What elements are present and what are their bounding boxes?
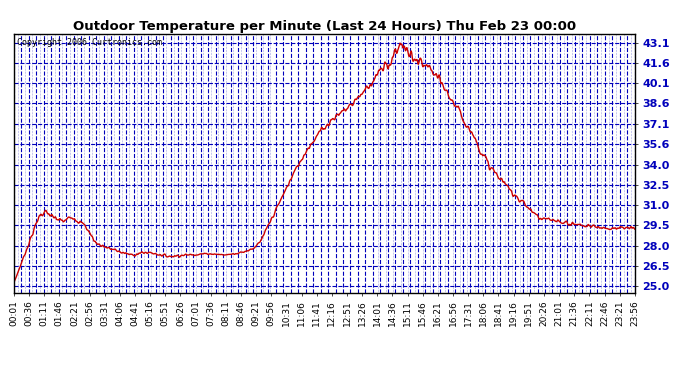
- Text: Copyright 2006 Curtronics.com: Copyright 2006 Curtronics.com: [17, 38, 162, 46]
- Title: Outdoor Temperature per Minute (Last 24 Hours) Thu Feb 23 00:00: Outdoor Temperature per Minute (Last 24 …: [72, 20, 576, 33]
